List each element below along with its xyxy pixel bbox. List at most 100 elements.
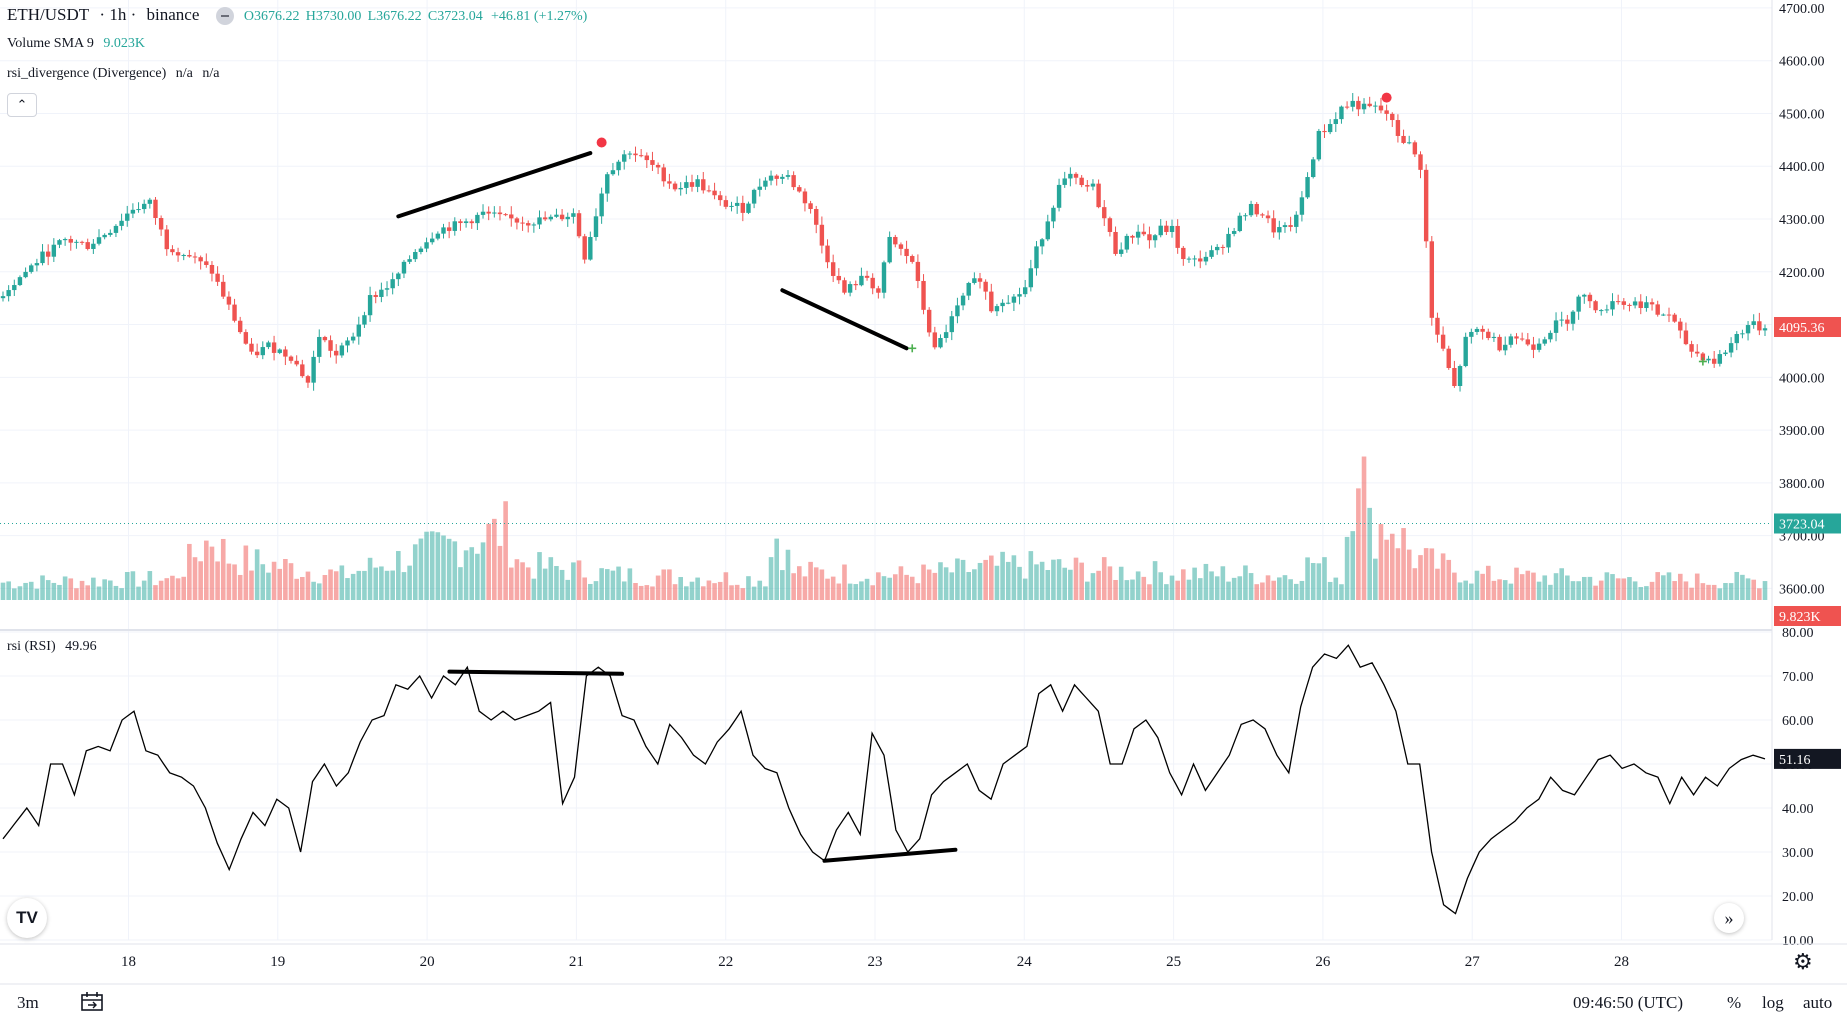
candle-body (1621, 301, 1627, 305)
candle-body (633, 153, 638, 156)
volume-bar (898, 566, 904, 600)
volume-bar (994, 565, 1000, 600)
volume-bar (96, 586, 102, 600)
time-tick-label: 22 (718, 954, 733, 970)
volume-bar (1452, 572, 1457, 600)
candle-body (6, 290, 11, 297)
volume-bar (294, 578, 299, 600)
candle-body (622, 154, 627, 162)
volume-legend[interactable]: Volume SMA 9 9.023K (7, 36, 151, 52)
volume-bar (1243, 565, 1248, 600)
volume-bar (1683, 581, 1689, 600)
candle-body (1192, 258, 1197, 260)
range-3m-button[interactable]: 3m (17, 993, 39, 1012)
rsi-legend[interactable]: rsi (RSI) 49.96 (7, 639, 103, 655)
candle-body (1090, 183, 1096, 187)
volume-bar (576, 560, 582, 600)
candle-body (356, 324, 361, 337)
collapse-legend-button[interactable]: ⌃ (7, 93, 37, 117)
volume-bar (1226, 581, 1231, 600)
hide-eye-icon[interactable] (215, 7, 234, 26)
interval-label[interactable]: · 1h · (99, 5, 137, 24)
volume-bar (6, 581, 11, 600)
candle-body (1311, 159, 1316, 178)
volume-bar (1203, 563, 1209, 600)
volume-bar (237, 574, 243, 600)
candle-body (452, 221, 457, 231)
candle-body (503, 214, 508, 216)
volume-bar (243, 545, 249, 600)
volume-bar (1723, 583, 1728, 600)
calendar-range-icon[interactable] (80, 991, 104, 1018)
candle-body (548, 216, 554, 220)
volume-bar (1197, 578, 1203, 600)
volume-bar (808, 561, 813, 600)
volume-bar (311, 581, 316, 600)
volume-bar (1649, 581, 1655, 600)
volume-bar (91, 577, 96, 600)
ohlc-low: L3676.22 (367, 9, 422, 24)
candle-body (904, 248, 909, 257)
price-tick-label: 3600.00 (1779, 582, 1825, 597)
volume-bar (187, 543, 192, 600)
candle-body (1525, 339, 1531, 345)
candle-body (17, 277, 23, 286)
clock-time[interactable]: 09:46:50 (UTC) (1573, 993, 1684, 1012)
volume-bar (525, 567, 531, 600)
volume-bar (1017, 566, 1022, 600)
volume-bar (678, 577, 683, 600)
volume-bar (1423, 548, 1429, 600)
candle-body (12, 285, 17, 291)
volume-bar (1101, 557, 1107, 600)
candle-body (1695, 351, 1700, 354)
candle-body (1429, 241, 1435, 318)
candle-body (1175, 225, 1180, 248)
volume-bar (181, 576, 187, 600)
volume-bar (1491, 580, 1497, 600)
candle-body (1085, 185, 1090, 187)
volume-bar (1553, 573, 1559, 600)
volume-bar (283, 559, 288, 600)
volume-bar (1677, 573, 1683, 600)
volume-bar (350, 573, 356, 600)
volume-bar (819, 569, 825, 600)
candle-body (559, 214, 565, 220)
chart-canvas[interactable]: 3600.003700.003800.003900.004000.004100.… (0, 0, 1847, 985)
gear-icon[interactable]: ⚙ (1793, 949, 1813, 974)
volume-bar (1570, 581, 1576, 600)
candle-body (695, 179, 700, 187)
volume-bar (1068, 569, 1073, 600)
ohlc-change: +46.81 (+1.27%) (491, 9, 588, 24)
candle-body (1700, 353, 1706, 361)
volume-bar (170, 575, 175, 600)
percent-toggle[interactable]: % (1727, 993, 1742, 1012)
volume-bar (401, 572, 407, 600)
candle-body (283, 349, 288, 357)
volume-bar (1694, 573, 1700, 600)
volume-bar (1598, 580, 1604, 600)
volume-bar (531, 578, 537, 600)
tradingview-logo[interactable]: TV (7, 898, 47, 938)
volume-bar (1717, 588, 1723, 600)
divergence-legend[interactable]: rsi_divergence (Divergence) n/a n/a (7, 66, 225, 82)
scroll-to-realtime-button[interactable]: » (1714, 903, 1744, 933)
candle-body (1361, 103, 1367, 110)
candle-body (847, 284, 853, 293)
log-toggle[interactable]: log (1762, 993, 1784, 1012)
candle-body (1514, 336, 1519, 339)
rsi-tick-label: 70.00 (1782, 670, 1814, 685)
candle-body (921, 280, 926, 310)
volume-bar (1220, 566, 1226, 600)
candle-body (1068, 173, 1073, 179)
volume-bar (734, 584, 740, 600)
candle-body (1610, 301, 1615, 310)
volume-bar (926, 569, 932, 600)
price-divergence-line (396, 151, 593, 219)
volume-bar (1124, 580, 1130, 600)
volume-bar (204, 540, 209, 600)
candle-body (1039, 239, 1045, 247)
auto-toggle[interactable]: auto (1803, 993, 1833, 1012)
volume-bar (1384, 539, 1389, 600)
symbol-name[interactable]: ETH/USDT (7, 5, 90, 24)
candle-body (1102, 207, 1107, 219)
